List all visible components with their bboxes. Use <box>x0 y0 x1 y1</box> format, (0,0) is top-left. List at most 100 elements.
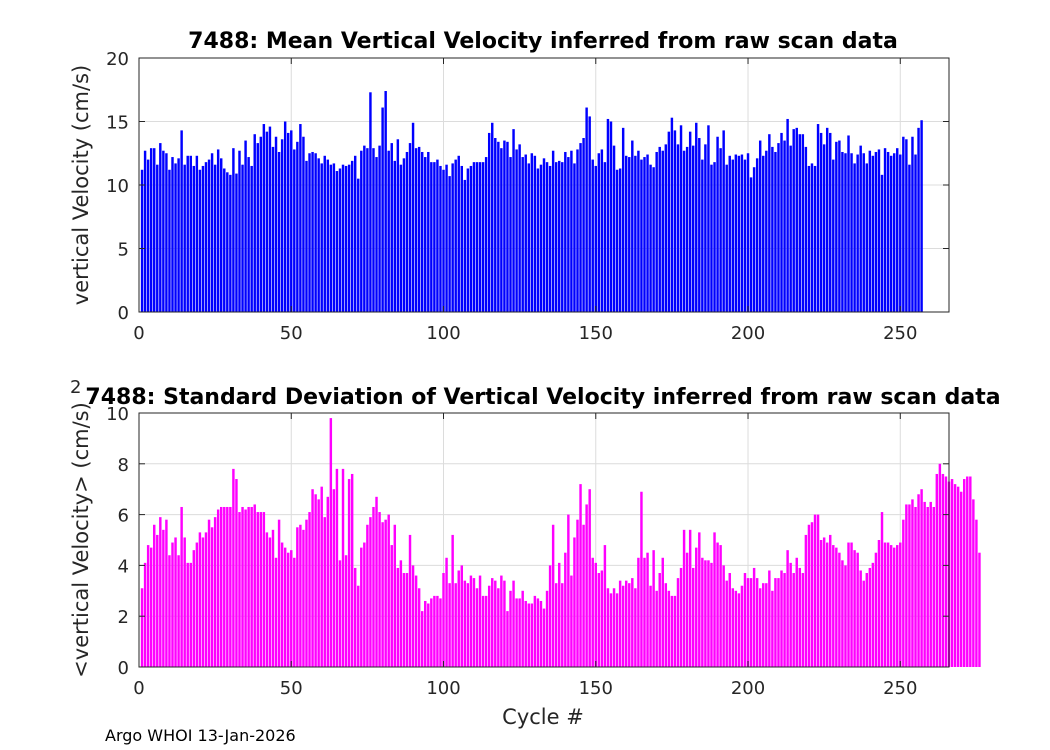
bar <box>679 567 683 667</box>
bar <box>314 153 317 312</box>
bar <box>865 573 868 667</box>
bar <box>360 150 363 312</box>
bar <box>235 479 238 667</box>
bar <box>658 146 661 312</box>
bar <box>207 519 211 667</box>
bar <box>892 153 896 312</box>
bar <box>241 164 244 312</box>
bar <box>491 578 494 667</box>
bar <box>847 135 850 312</box>
bar <box>646 552 649 667</box>
bar <box>795 557 798 667</box>
bar <box>195 542 199 667</box>
bar <box>567 514 570 667</box>
bar <box>941 473 945 667</box>
bar <box>905 139 908 312</box>
bar <box>229 174 232 312</box>
bar <box>813 165 817 312</box>
bar <box>274 136 278 312</box>
bar <box>244 509 247 667</box>
bar <box>953 484 957 667</box>
bar <box>585 107 588 312</box>
bar <box>643 557 646 667</box>
bar <box>381 107 384 312</box>
bar <box>899 154 902 312</box>
bar <box>862 580 865 667</box>
bar <box>183 164 186 312</box>
bar <box>758 588 762 667</box>
bar <box>963 479 966 667</box>
bar <box>972 499 975 667</box>
x-tick-label: 100 <box>426 678 460 699</box>
bar <box>341 164 345 312</box>
bar <box>865 163 868 312</box>
bar <box>390 545 393 667</box>
bar <box>363 145 366 312</box>
bar <box>810 163 814 312</box>
bar <box>192 550 196 667</box>
bar <box>670 595 674 667</box>
bar <box>250 506 253 667</box>
bar <box>713 162 716 312</box>
bar <box>417 146 421 312</box>
bar <box>871 562 875 667</box>
bar <box>241 506 244 667</box>
bar <box>378 145 381 312</box>
bar <box>344 555 348 667</box>
bar <box>445 164 448 312</box>
bar <box>835 547 838 667</box>
bar <box>530 153 534 312</box>
bar <box>268 537 272 667</box>
bar <box>360 547 363 667</box>
bar <box>618 168 622 312</box>
mean-velocity-chart: 7488: Mean Vertical Velocity inferred fr… <box>69 29 950 344</box>
bar <box>554 583 558 667</box>
bar <box>640 159 643 312</box>
bar <box>707 560 710 667</box>
bar <box>469 165 473 312</box>
bar <box>500 575 503 667</box>
bar <box>615 593 619 667</box>
bar <box>649 585 652 667</box>
bar <box>372 506 375 667</box>
bar <box>381 522 384 667</box>
bar <box>576 149 579 312</box>
bar <box>771 590 774 667</box>
bar <box>448 176 451 312</box>
bar <box>804 534 808 667</box>
bar <box>512 129 515 312</box>
bar <box>229 506 232 667</box>
bar <box>518 598 521 667</box>
y-tick-label: 4 <box>118 556 129 577</box>
bar <box>177 158 180 312</box>
bar <box>588 489 591 667</box>
bar <box>293 149 296 312</box>
bar <box>911 136 914 312</box>
bar <box>969 476 972 667</box>
bar <box>710 164 713 312</box>
bar <box>606 118 610 313</box>
bar <box>497 588 500 667</box>
bar <box>896 545 899 667</box>
bar <box>886 151 890 312</box>
bar <box>265 532 269 667</box>
bar <box>722 130 725 312</box>
bar <box>353 155 357 312</box>
bar <box>299 524 302 667</box>
bar <box>609 121 613 312</box>
bar <box>850 542 853 667</box>
bar <box>149 148 153 312</box>
bar <box>223 168 226 312</box>
bar <box>259 136 263 312</box>
bar <box>427 151 430 312</box>
bar <box>691 145 695 312</box>
x-tick-label: 0 <box>133 323 144 344</box>
bar <box>746 578 750 667</box>
bar <box>156 164 159 312</box>
bar <box>786 118 789 313</box>
bar <box>503 580 506 667</box>
bar <box>609 593 613 667</box>
bar <box>801 134 805 312</box>
bar <box>335 171 339 312</box>
bar <box>600 149 604 312</box>
